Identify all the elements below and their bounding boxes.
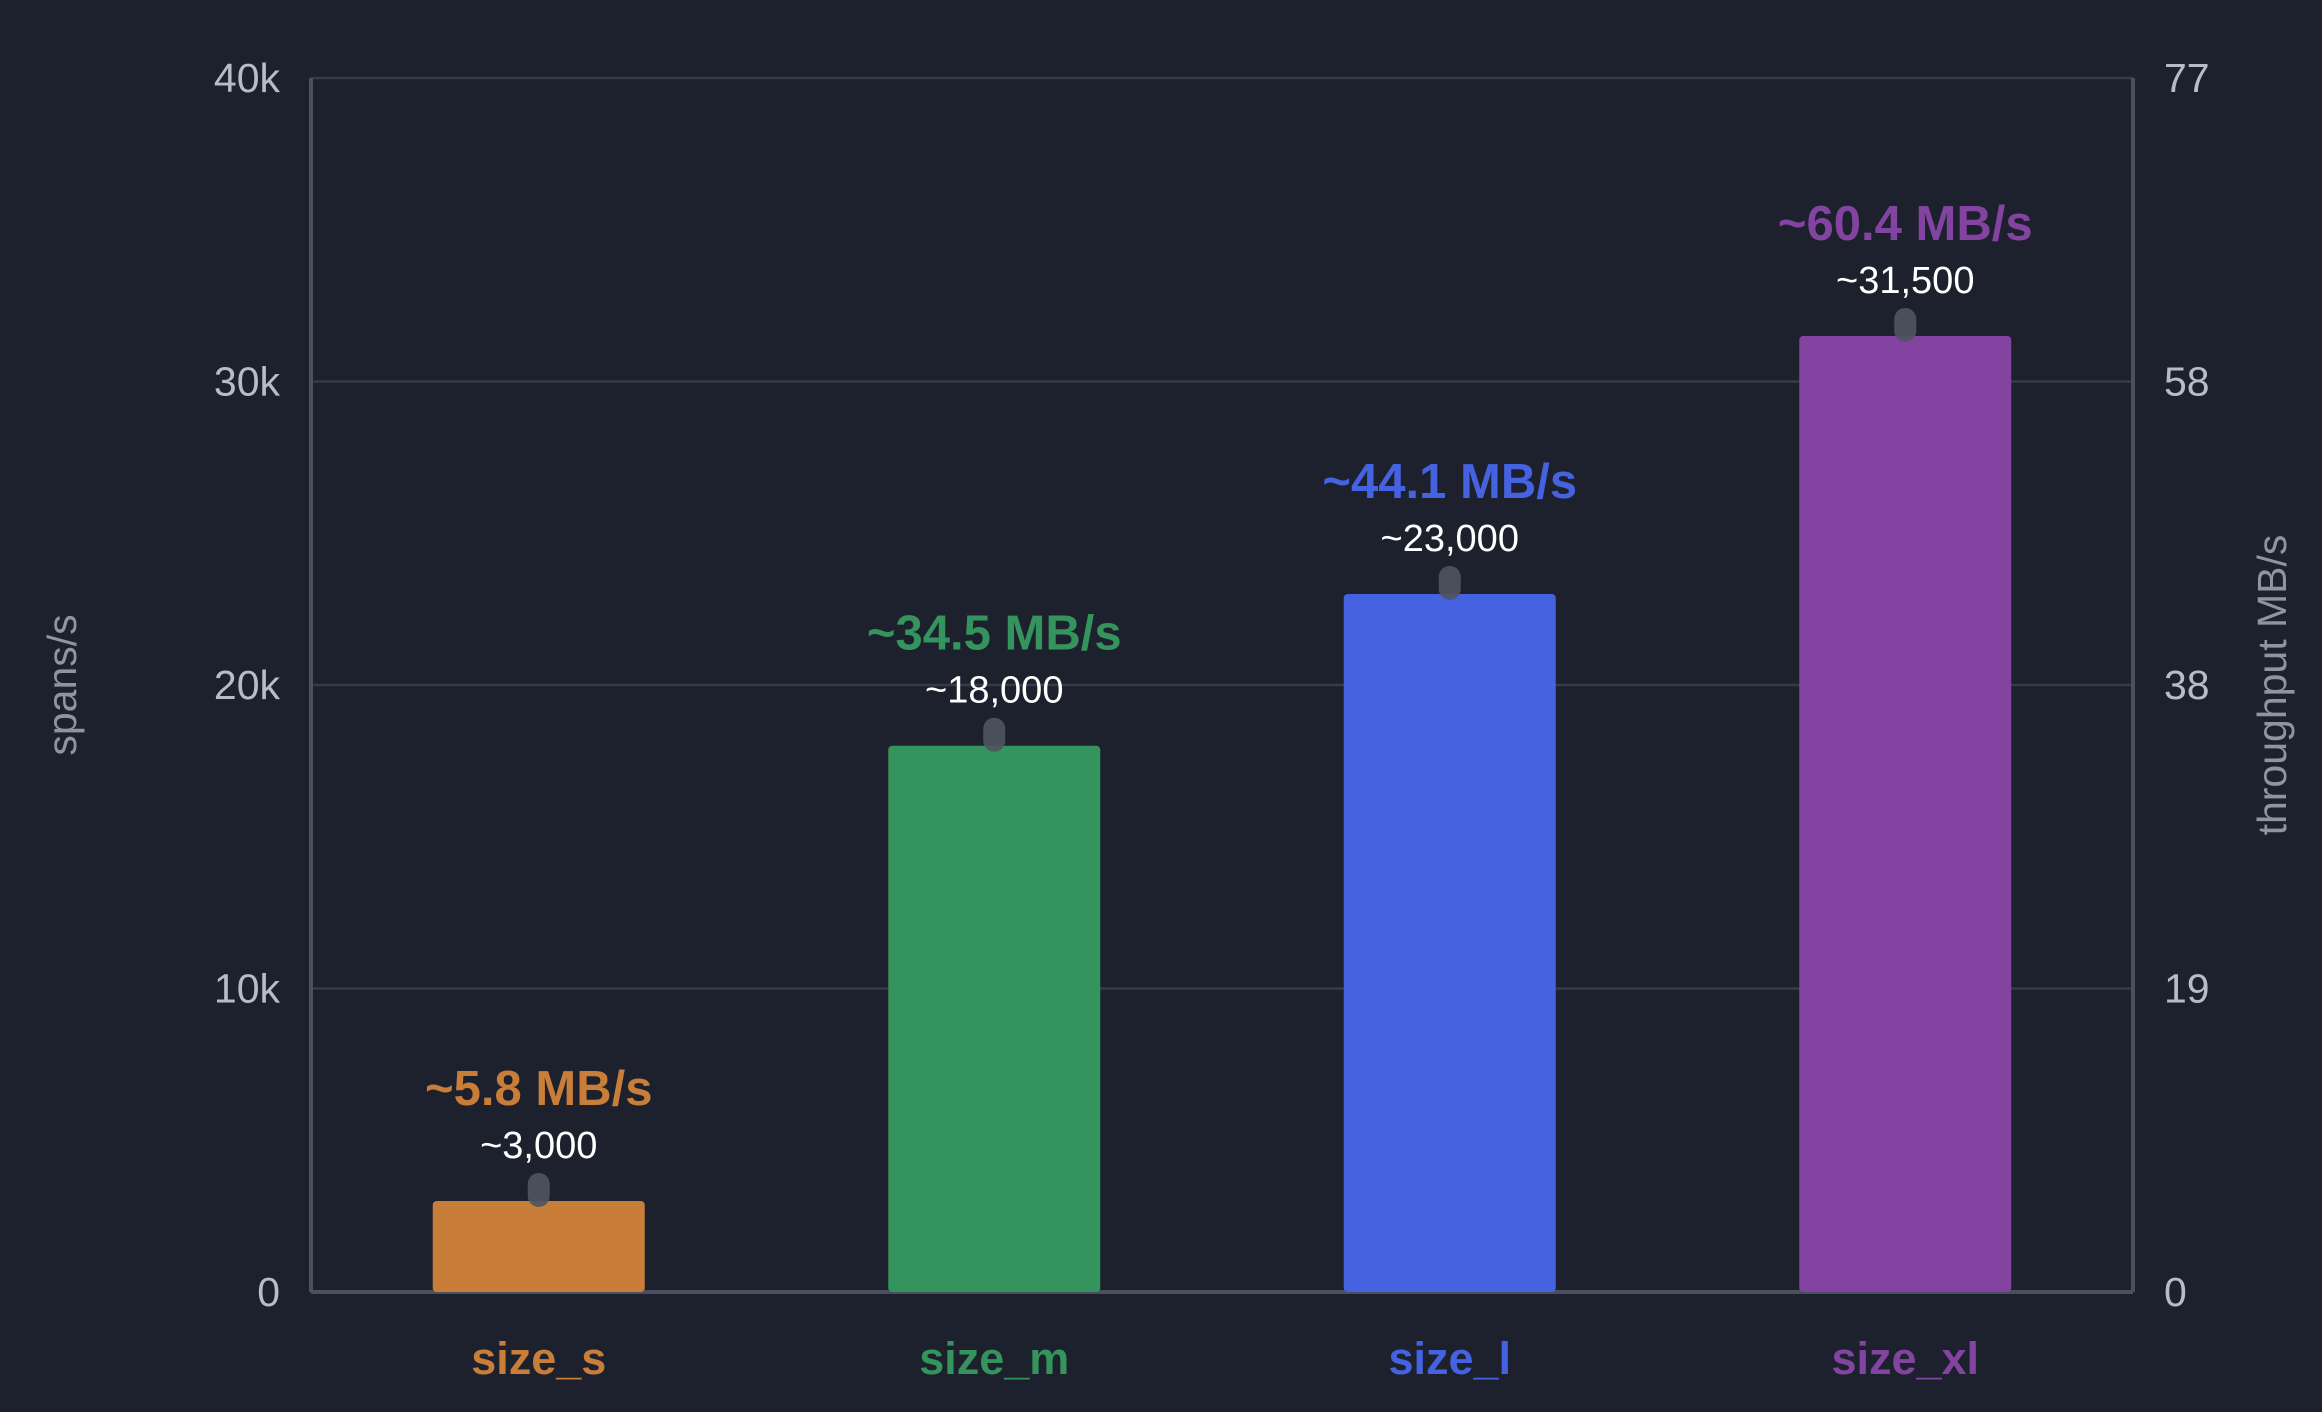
value-label: ~23,000	[1381, 518, 1519, 560]
y-axis-ticks: 0 10k 20k 30k 40k	[214, 55, 281, 1315]
y-tick-label: 40k	[214, 55, 281, 101]
y2-tick-label: 0	[2164, 1269, 2187, 1315]
value-label: ~31,500	[1836, 260, 1974, 302]
bar	[888, 745, 1101, 1292]
y2-tick-label: 77	[2164, 55, 2210, 101]
bar	[432, 1200, 645, 1292]
bar	[1799, 335, 2012, 1293]
bar-marker	[1438, 565, 1461, 600]
y2-axis-title: throughput MB/s	[2249, 535, 2295, 836]
value-label: ~18,000	[925, 670, 1063, 712]
bar-labels: ~3,000 ~5.8 MB/s ~18,000 ~34.5 MB/s ~23,000 ~…	[425, 197, 2033, 1167]
x-axis-categories: size_s size_m size_l size_xl	[471, 1333, 1979, 1384]
throughput-label: ~60.4 MB/s	[1778, 197, 2033, 251]
y-tick-label: 0	[257, 1269, 280, 1315]
y2-tick-label: 38	[2164, 662, 2210, 708]
value-label: ~3,000	[480, 1125, 597, 1167]
bar	[1343, 593, 1556, 1292]
category-label: size_xl	[1831, 1333, 1979, 1384]
bar-marker	[1894, 307, 1917, 342]
throughput-label: ~5.8 MB/s	[425, 1062, 652, 1116]
y2-axis-ticks: 0 19 38 58 77	[2164, 55, 2210, 1315]
bar-marker	[527, 1172, 550, 1207]
y-tick-label: 20k	[214, 662, 281, 708]
throughput-label: ~44.1 MB/s	[1322, 455, 1577, 509]
y2-tick-label: 19	[2164, 966, 2210, 1012]
category-label: size_s	[471, 1333, 606, 1384]
bars	[432, 307, 2012, 1293]
category-label: size_l	[1388, 1333, 1511, 1384]
y-axis-title: spans/s	[39, 614, 85, 755]
y-tick-label: 30k	[214, 359, 281, 405]
category-label: size_m	[919, 1333, 1069, 1384]
bar-marker	[983, 717, 1006, 752]
y-tick-label: 10k	[214, 966, 281, 1012]
y2-tick-label: 58	[2164, 359, 2210, 405]
throughput-label: ~34.5 MB/s	[867, 607, 1122, 661]
